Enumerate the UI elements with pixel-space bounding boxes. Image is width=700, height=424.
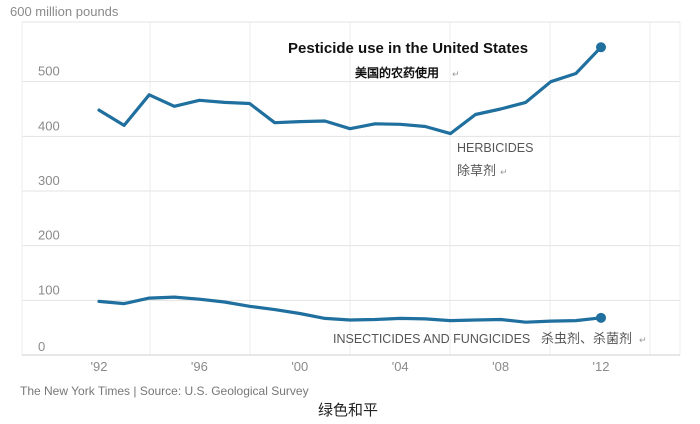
series-endpoint-insecticides-fungicides	[596, 312, 606, 323]
x-tick-label: '08	[492, 359, 509, 374]
series-lines	[97, 42, 606, 324]
grid	[21, 21, 681, 356]
x-tick-label: '00	[291, 359, 308, 374]
series-label-herbicides: HERBICIDES	[457, 141, 533, 155]
chart-subtitle: 美国的农药使用	[355, 65, 439, 80]
x-axis-ticks: '92 '96 '00 '04 '08 '12	[91, 359, 610, 374]
y-tick-label: 500	[38, 64, 60, 79]
series-line-herbicides	[97, 45, 603, 136]
line-break-mark: ↵	[639, 335, 647, 345]
x-tick-label: '12	[593, 359, 610, 374]
x-tick-label: '96	[191, 359, 208, 374]
series-label-insecticides: INSECTICIDES AND FUNGICIDES	[333, 332, 530, 346]
x-tick-label: '92	[91, 359, 108, 374]
chart-title: Pesticide use in the United States	[288, 40, 528, 57]
y-axis-ticks: 0 100 200 300 400 500	[38, 64, 60, 354]
y-tick-label: 100	[38, 282, 60, 297]
series-endpoint-herbicides	[596, 42, 606, 53]
series-label-insecticides-cn: 杀虫剂、杀菌剂	[541, 331, 632, 346]
series-label-herbicides-cn: 除草剂	[457, 163, 496, 178]
watermark-text: 绿色和平	[318, 402, 378, 419]
x-tick-label: '04	[392, 359, 409, 374]
line-break-mark: ↵	[452, 69, 460, 79]
y-tick-label: 300	[38, 173, 60, 188]
y-axis-unit-label: 600 million pounds	[10, 4, 119, 19]
y-tick-label: 400	[38, 118, 60, 133]
y-tick-label: 200	[38, 228, 60, 243]
series-line-insecticides-fungicides	[97, 295, 603, 324]
source-note: The New York Times | Source: U.S. Geolog…	[20, 384, 309, 398]
y-tick-label: 0	[38, 339, 45, 354]
line-break-mark: ↵	[500, 167, 508, 177]
